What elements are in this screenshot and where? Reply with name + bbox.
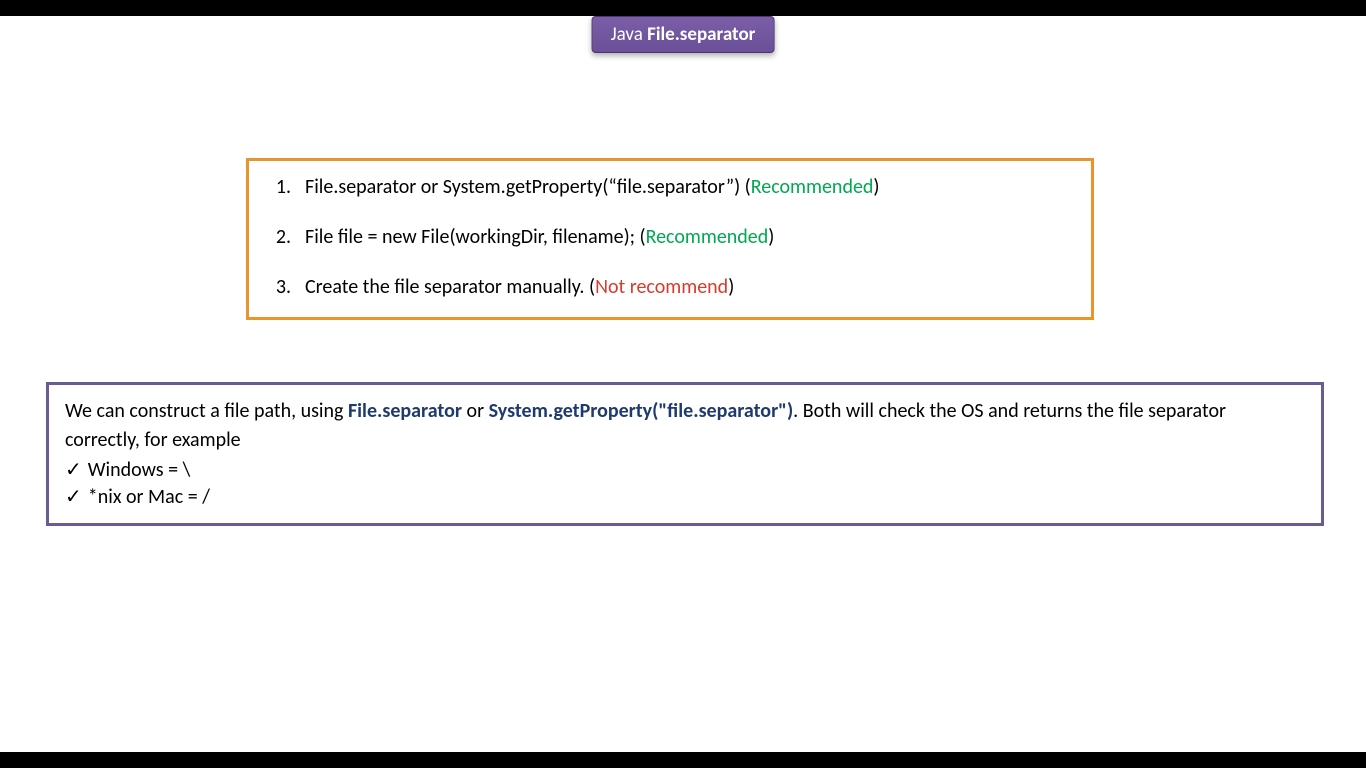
- info-text-part: or: [462, 399, 489, 423]
- options-box: 1. File.separator or System.getProperty(…: [246, 158, 1094, 320]
- option-item: 1. File.separator or System.getProperty(…: [271, 175, 1069, 199]
- option-status: Not recommend: [595, 275, 728, 299]
- option-text-after: ): [768, 225, 774, 249]
- check-line: ✓*nix or Mac = /: [65, 484, 1305, 509]
- option-text: File.separator or System.getProperty(“fi…: [305, 175, 1069, 199]
- option-text: Create the file separator manually. (Not…: [305, 275, 1069, 299]
- title-main: File.separator: [647, 23, 755, 46]
- option-text: File file = new File(workingDir, filenam…: [305, 225, 1069, 249]
- option-text-before: Create the file separator manually. (: [305, 275, 595, 299]
- check-icon: ✓: [65, 484, 82, 509]
- title-prefix: Java: [611, 23, 648, 46]
- title-box: Java File.separator: [592, 16, 775, 53]
- option-text-after: ): [728, 275, 734, 299]
- option-number: 2.: [271, 225, 305, 249]
- info-bold-2: System.getProperty("file.separator"): [489, 399, 794, 423]
- option-text-before: File.separator or System.getProperty(“fi…: [305, 175, 751, 199]
- info-paragraph: We can construct a file path, using File…: [65, 397, 1305, 455]
- top-black-bar: [0, 0, 1366, 16]
- check-text: Windows = \: [88, 458, 191, 482]
- check-line: ✓Windows = \: [65, 457, 1305, 482]
- option-item: 2. File file = new File(workingDir, file…: [271, 225, 1069, 249]
- check-text: *nix or Mac = /: [88, 485, 210, 509]
- option-number: 3.: [271, 275, 305, 299]
- info-box: We can construct a file path, using File…: [46, 382, 1324, 526]
- bottom-black-bar: [0, 752, 1366, 768]
- option-number: 1.: [271, 175, 305, 199]
- info-text-part: We can construct a file path, using: [65, 399, 348, 423]
- option-status: Recommended: [646, 225, 769, 249]
- option-status: Recommended: [751, 175, 874, 199]
- option-text-before: File file = new File(workingDir, filenam…: [305, 225, 646, 249]
- check-icon: ✓: [65, 457, 82, 482]
- option-item: 3. Create the file separator manually. (…: [271, 275, 1069, 299]
- option-text-after: ): [873, 175, 879, 199]
- info-bold-1: File.separator: [348, 399, 462, 423]
